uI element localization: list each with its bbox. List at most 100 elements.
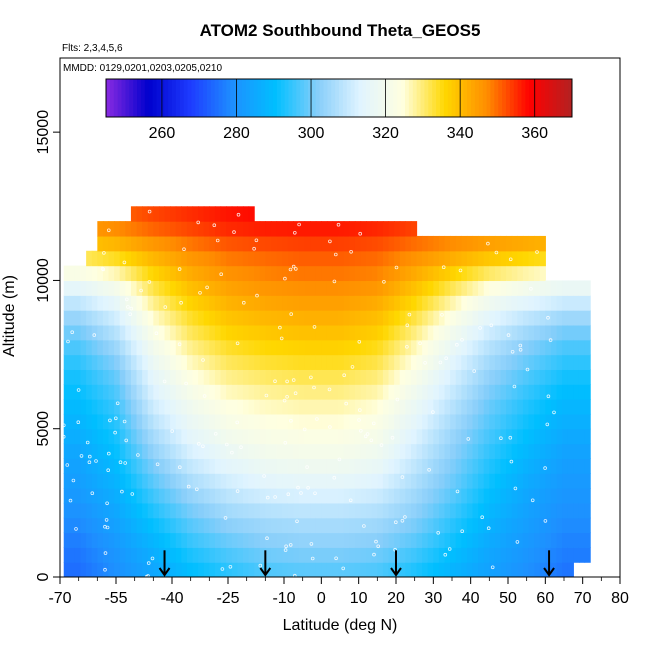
heatmap-cell [287,562,294,577]
heatmap-cell [147,443,154,459]
flight-sample [494,250,499,255]
colorbar-swatch [199,79,204,117]
heatmap-cell [270,428,278,445]
heatmap-cell [461,399,468,415]
colorbar-swatch [362,79,367,117]
heatmap-cell [181,280,188,296]
colorbar-swatch [292,79,297,117]
heatmap-cell [534,295,541,311]
heatmap-cell [265,502,272,519]
heatmap-cell [130,458,138,474]
heatmap-cell [394,502,401,519]
heatmap-cell [410,399,418,415]
heatmap-cell [550,443,558,459]
heatmap-cell [506,488,513,504]
heatmap-cell [142,221,149,237]
heatmap-cell [522,517,530,534]
heatmap-cell [203,413,210,430]
heatmap-cell [438,473,446,489]
heatmap-cell [97,473,104,489]
heatmap-cell [91,339,98,356]
heatmap-cell [394,488,401,504]
heatmap-cell [444,339,451,356]
colorbar-swatch [397,79,402,117]
heatmap-cell [203,384,210,400]
heatmap-cell [203,265,210,282]
heatmap-cell [293,502,300,519]
heatmap-cell [102,428,110,445]
heatmap-cell [270,384,278,400]
heatmap-cell [158,488,166,504]
colorbar-swatch [137,79,142,117]
heatmap-cell [86,562,93,577]
heatmap-cell [97,502,104,519]
heatmap-cell [399,547,406,563]
heatmap-cell [584,384,591,400]
flight-sample [283,440,288,445]
heatmap-cell [332,310,339,326]
heatmap-cell [326,399,334,415]
heatmap-cell [466,502,474,519]
heatmap-cell [562,443,569,459]
heatmap-cell [399,221,406,237]
x-tick-label: 40 [462,590,480,607]
heatmap-cell [254,413,261,430]
heatmap-cell [511,250,518,267]
flight-sample [115,401,120,406]
heatmap-cell [220,250,227,267]
flight-sample [278,325,282,330]
heatmap-cell [394,280,401,296]
heatmap-cell [343,280,350,296]
flight-sample [546,315,550,320]
heatmap-cell [461,547,468,563]
flight-sample [242,300,246,305]
heatmap-cell [461,295,468,311]
heatmap-cell [377,295,384,311]
heatmap-cell [114,547,121,563]
heatmap-cell [136,221,143,237]
heatmap-cell [231,502,238,519]
colorbar-swatch [269,79,274,117]
heatmap-cell [450,473,457,489]
heatmap-cell [136,532,143,548]
heatmap-cell [147,310,154,326]
flight-sample [441,265,446,270]
heatmap-cell [298,458,306,474]
heatmap-cell [147,265,154,282]
heatmap-cell [310,413,317,430]
heatmap-cell [170,235,177,252]
heatmap-cell [360,473,367,489]
heatmap-cell [248,206,255,222]
heatmap-cell [539,250,546,267]
heatmap-cell [254,221,261,237]
heatmap-cell [433,473,440,489]
x-tick-label: -70 [48,590,71,607]
heatmap-cell [438,265,446,282]
heatmap-cell [97,324,104,341]
heatmap-cell [136,488,143,504]
heatmap-cell [298,310,306,326]
heatmap-cell [86,413,93,430]
heatmap-cell [293,443,300,459]
heatmap-cell [584,428,591,445]
colorbar-swatch [482,79,488,117]
heatmap-cell [511,502,518,519]
heatmap-cell [209,517,216,534]
heatmap-cell [450,339,457,356]
heatmap-cell [338,443,345,459]
heatmap-cell [220,310,227,326]
heatmap-cell [192,206,199,222]
heatmap-cell [125,473,132,489]
heatmap-cell [220,458,227,474]
flight-sample [255,293,259,298]
heatmap-cell [438,399,446,415]
heatmap-cell [108,369,115,385]
heatmap-cell [517,413,524,430]
colorbar-swatch [152,79,157,117]
heatmap-cell [287,547,294,563]
heatmap-cell [422,384,429,400]
heatmap-cell [556,384,563,400]
heatmap-cell [186,473,194,489]
heatmap-cell [444,562,451,577]
heatmap-cell [248,235,255,252]
